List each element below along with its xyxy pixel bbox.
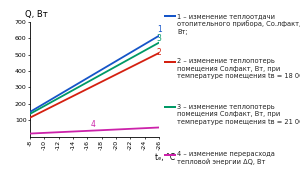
- Text: 2: 2: [157, 48, 162, 57]
- Text: 1 – изменение теплоотдачи
отопительного прибора, Со.лфакт,
Вт;: 1 – изменение теплоотдачи отопительного …: [177, 13, 300, 35]
- Text: 4: 4: [91, 120, 96, 129]
- Text: 3: 3: [157, 34, 162, 43]
- Text: 2 – изменение теплопотерь
помещения Солфакт, Вт, при
температуре помещения tв = : 2 – изменение теплопотерь помещения Солф…: [177, 58, 300, 79]
- Text: Q, Вт: Q, Вт: [25, 10, 48, 19]
- Text: 3 – изменение теплопотерь
помещения Солфакт, Вт, при
температуре помещения tв = : 3 – изменение теплопотерь помещения Солф…: [177, 104, 300, 125]
- Text: 4 – изменение перерасхода
тепловой энергии ΔQ, Вт: 4 – изменение перерасхода тепловой энерг…: [177, 151, 275, 165]
- Text: 1: 1: [157, 25, 162, 34]
- Text: tₑ, °C: tₑ, °C: [155, 153, 176, 162]
